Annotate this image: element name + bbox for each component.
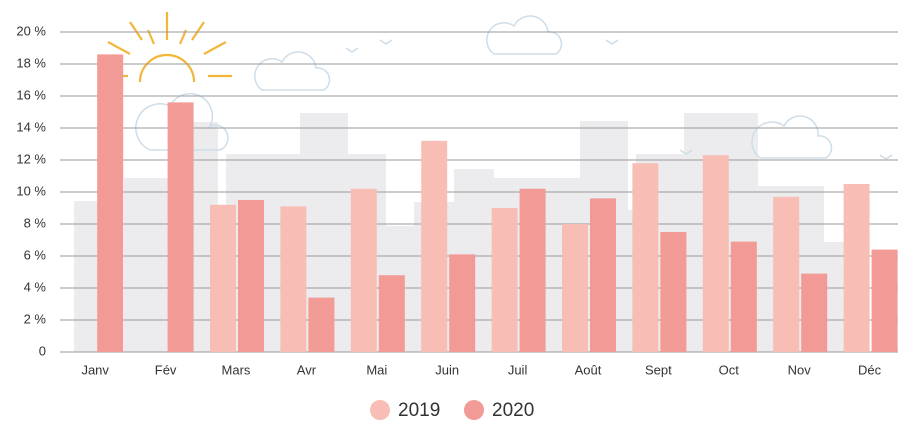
legend-label: 2020 (492, 400, 534, 421)
y-tick-label: 16 % (16, 87, 46, 102)
x-tick-label: Nov (788, 362, 812, 377)
x-tick-label: Fév (155, 362, 177, 377)
bar (590, 198, 616, 352)
y-tick-label: 4 % (24, 279, 47, 294)
y-tick-label: 14 % (16, 119, 46, 134)
x-tick-label: Juin (435, 362, 459, 377)
x-tick-label: Juil (508, 362, 528, 377)
y-tick-label: 2 % (24, 311, 47, 326)
legend-marker (464, 400, 484, 420)
y-tick-label: 0 (39, 343, 46, 358)
y-tick-label: 12 % (16, 151, 46, 166)
x-tick-label: Avr (297, 362, 317, 377)
y-axis: 0 2 % 4 % 6 % 8 % 10 % 12 % 14 % 16 % 18 % 20 % (16, 23, 898, 358)
legend: 2019 2020 (370, 400, 534, 421)
x-tick-label: Sept (645, 362, 672, 377)
y-tick-label: 6 % (24, 247, 47, 262)
bar (308, 297, 335, 352)
bar (350, 188, 377, 352)
bar (167, 102, 194, 353)
y-tick-label: 10 % (16, 183, 46, 198)
bar (702, 155, 729, 352)
bar (378, 275, 405, 352)
bar (871, 249, 898, 352)
bar (773, 196, 800, 352)
x-tick-label: Mai (366, 362, 387, 377)
x-tick-label: Mars (222, 362, 251, 377)
y-tick-label: 18 % (16, 55, 46, 70)
bar (562, 224, 588, 352)
bar (210, 204, 236, 352)
bar (632, 163, 659, 352)
x-tick-label: Août (575, 362, 602, 377)
bar (660, 232, 687, 352)
x-tick-label: Janv (81, 362, 109, 377)
bar (519, 188, 546, 352)
background-decoration (74, 12, 893, 352)
bar (730, 241, 757, 352)
bar (449, 254, 476, 352)
y-tick-label: 20 % (16, 23, 46, 38)
x-tick-label: Oct (719, 362, 740, 377)
bar (280, 206, 307, 352)
bar (97, 54, 124, 353)
bar (801, 273, 828, 352)
bar (238, 200, 264, 352)
x-tick-label: Déc (858, 362, 882, 377)
bars: Janv Fév Mars Avr Mai Juin Juil Août Sept Oct Nov D… (81, 54, 898, 377)
y-tick-label: 8 % (24, 215, 47, 230)
bar (421, 140, 448, 352)
legend-marker (370, 400, 390, 420)
bar (843, 184, 870, 352)
legend-label: 2019 (398, 400, 440, 421)
bar (491, 208, 518, 352)
